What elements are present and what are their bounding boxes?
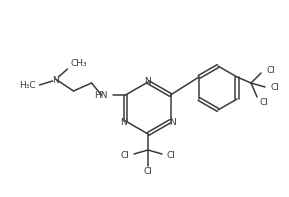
Text: N: N bbox=[144, 76, 151, 85]
Text: N: N bbox=[120, 117, 127, 126]
Text: N: N bbox=[52, 75, 59, 85]
Text: N: N bbox=[169, 117, 176, 126]
Text: Cl: Cl bbox=[120, 151, 129, 161]
Text: HN: HN bbox=[94, 90, 108, 99]
Text: Cl: Cl bbox=[259, 98, 268, 107]
Text: Cl: Cl bbox=[144, 167, 152, 177]
Text: CH₃: CH₃ bbox=[71, 59, 87, 68]
Text: Cl: Cl bbox=[270, 83, 279, 91]
Text: Cl: Cl bbox=[167, 151, 176, 161]
Text: H₃C: H₃C bbox=[19, 81, 36, 89]
Text: Cl: Cl bbox=[266, 65, 275, 74]
